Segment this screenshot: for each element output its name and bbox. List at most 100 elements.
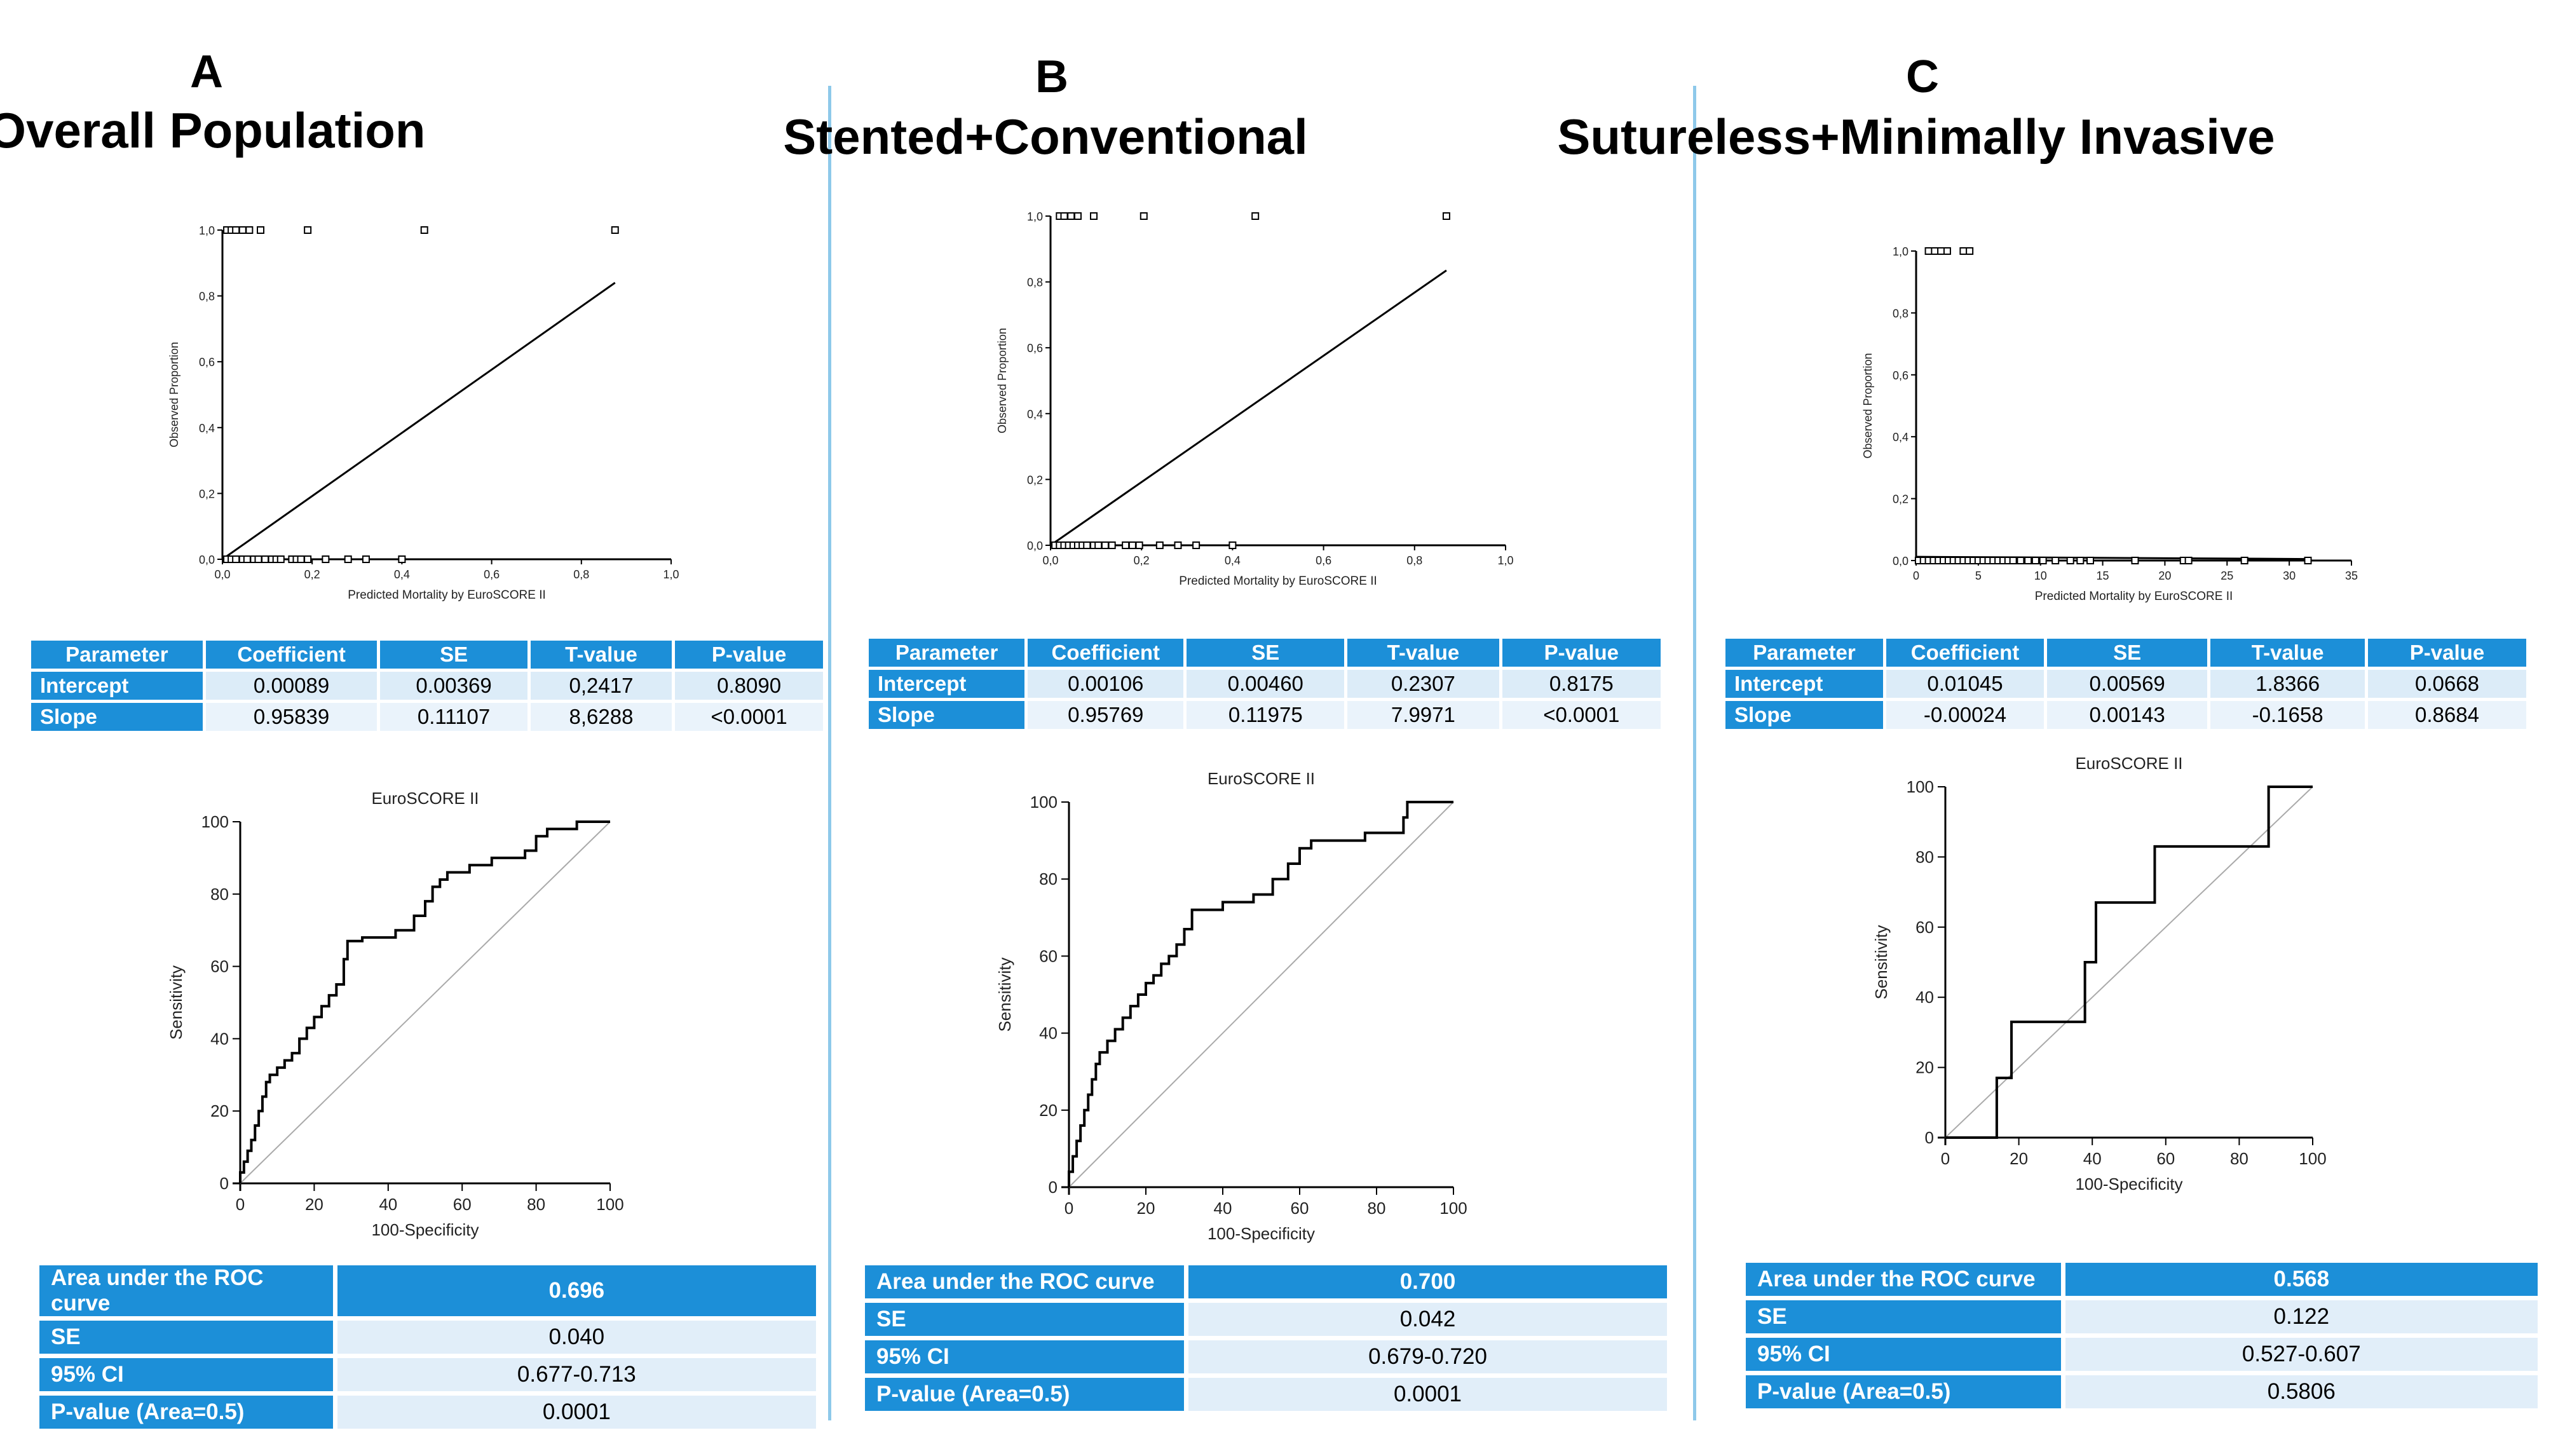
row-label: Slope (869, 701, 1025, 729)
x-axis-label: 100-Specificity (371, 1220, 479, 1239)
data-point (245, 226, 254, 234)
col-header: Parameter (1725, 639, 1883, 667)
auc-value: 0.040 (337, 1321, 816, 1354)
panel-c: C Sutureless+Minimally Invasive 0,0 0,2 0,… (1557, 0, 2555, 1456)
auc-table: Area under the ROC curve 0.700 SE 0.042 95… (861, 1261, 1671, 1415)
x-tick-label: 35 (2345, 569, 2358, 582)
auc-label: 95% CI (39, 1358, 333, 1391)
regression-table: Parameter Coefficient SE T-value P-value Int… (866, 636, 1664, 732)
y-tick-label: 1,0 (1027, 210, 1043, 223)
table-cell: 0.00369 (380, 672, 527, 700)
data-point (2009, 557, 2017, 564)
data-point (304, 226, 312, 234)
x-tick-label: 0 (1065, 1199, 1073, 1218)
auc-value: 0.042 (1188, 1303, 1667, 1336)
table-cell: 0.95839 (205, 703, 378, 731)
data-point (2051, 557, 2060, 564)
data-point (1140, 212, 1148, 220)
y-axis-label: Sensitivity (1872, 925, 1891, 999)
y-tick-label: 80 (1915, 847, 1934, 866)
row-label: Slope (1725, 701, 1883, 729)
calibration-plot: 0,0 0,2 0,4 0,6 0,8 1,0 0,0 0,2 0,4 0,6 0,8 1,0 Pred… (168, 224, 679, 602)
x-axis-label: Predicted Mortality by EuroSCORE II (348, 589, 546, 602)
table-cell: 0.8684 (2367, 701, 2526, 729)
col-header: Parameter (31, 641, 203, 669)
col-header: Parameter (869, 639, 1025, 667)
y-tick-label: 0,0 (1027, 540, 1043, 552)
roc-plot: 00 20 20 40 40 60 60 80 80 100 100 EuroSCORE II 100-… (167, 789, 624, 1239)
data-point (322, 555, 330, 563)
y-tick-label: 0,6 (1893, 369, 1908, 382)
data-point (2086, 557, 2094, 564)
data-point (1135, 541, 1143, 549)
col-header: T-value (2210, 639, 2365, 667)
data-point (2131, 557, 2139, 564)
y-tick-label: 60 (210, 957, 229, 976)
chart-title: EuroSCORE II (2075, 754, 2182, 773)
y-tick-label: 100 (1907, 777, 1934, 796)
y-tick-label: 20 (210, 1101, 229, 1120)
auc-label: Area under the ROC curve (39, 1265, 333, 1316)
x-tick-label: 80 (527, 1195, 545, 1214)
diagonal-reference-line (1068, 801, 1454, 1188)
y-axis-label: Sensitivity (167, 965, 186, 1040)
x-tick-label: 30 (2283, 569, 2296, 582)
data-point (1174, 541, 1182, 549)
roc-plot: 00 20 20 40 40 60 60 80 80 100 100 EuroSCORE II 100-… (1872, 754, 2327, 1194)
data-point (1966, 247, 1974, 255)
table-cell: 0,2417 (530, 672, 672, 700)
x-tick-label: 0,4 (394, 568, 410, 581)
x-tick-label: 0,0 (214, 568, 230, 581)
col-header: T-value (530, 641, 672, 669)
x-tick-label: 5 (1975, 569, 1982, 582)
auc-label: SE (39, 1321, 333, 1354)
data-point (2039, 557, 2047, 564)
y-axis-label: Observed Proportion (996, 328, 1009, 433)
y-tick-label: 0,8 (1893, 307, 1908, 320)
x-axis-label: 100-Specificity (1208, 1224, 1315, 1243)
data-point (611, 226, 619, 234)
chart-title: EuroSCORE II (371, 789, 479, 808)
x-tick-label: 100 (1439, 1199, 1467, 1218)
calibration-plot: 0,0 0,2 0,4 0,6 0,8 1,0 0 5 10 15 20 25 30 35 Predicte… (1861, 245, 2358, 603)
x-tick-label: 0,0 (1042, 554, 1058, 567)
panel-b: B Stented+Conventional 0,0 0,2 0,4 0,6 0,8 1,… (783, 0, 1684, 1456)
auc-value: 0.0001 (337, 1396, 816, 1429)
table-cell: 0.00460 (1187, 670, 1345, 698)
x-axis-label: Predicted Mortality by EuroSCORE II (2035, 590, 2233, 603)
x-tick-label: 0,8 (1406, 554, 1422, 567)
y-tick-label: 0,8 (1027, 276, 1043, 289)
diagonal-reference-line (1945, 786, 2313, 1138)
data-point (398, 555, 406, 563)
col-header: SE (1187, 639, 1345, 667)
table-cell: 8,6288 (530, 703, 672, 731)
col-header: Coefficient (1886, 639, 2044, 667)
auc-value: 0.5806 (2065, 1375, 2538, 1408)
x-tick-label: 0 (236, 1195, 245, 1214)
data-point (1073, 212, 1082, 220)
panel-divider (1693, 86, 1696, 1420)
data-point (2240, 557, 2248, 564)
y-tick-label: 20 (1039, 1101, 1058, 1120)
x-axis-label: Predicted Mortality by EuroSCORE II (1179, 575, 1377, 588)
x-tick-label: 60 (1291, 1199, 1309, 1218)
data-point (420, 226, 428, 234)
row-label: Intercept (1725, 670, 1883, 698)
col-header: Coefficient (1028, 639, 1184, 667)
x-tick-label: 25 (2221, 569, 2233, 582)
y-tick-label: 40 (1915, 988, 1934, 1007)
x-tick-label: 20 (305, 1195, 323, 1214)
x-tick-label: 60 (2156, 1149, 2175, 1168)
regression-table: Parameter Coefficient SE T-value P-value Int… (1722, 636, 2529, 732)
data-point (2076, 557, 2085, 564)
y-tick-label: 1,0 (199, 224, 215, 237)
y-axis-label: Observed Proportion (168, 342, 180, 447)
y-tick-label: 0,6 (199, 356, 215, 369)
auc-label: SE (865, 1303, 1184, 1336)
auc-value: 0.568 (2065, 1263, 2538, 1296)
table-cell: 0.95769 (1028, 701, 1184, 729)
table-cell: 0.2307 (1347, 670, 1499, 698)
x-tick-label: 0,2 (304, 568, 320, 581)
panel-letter: A (190, 46, 223, 97)
table-cell: 0.00106 (1028, 670, 1184, 698)
